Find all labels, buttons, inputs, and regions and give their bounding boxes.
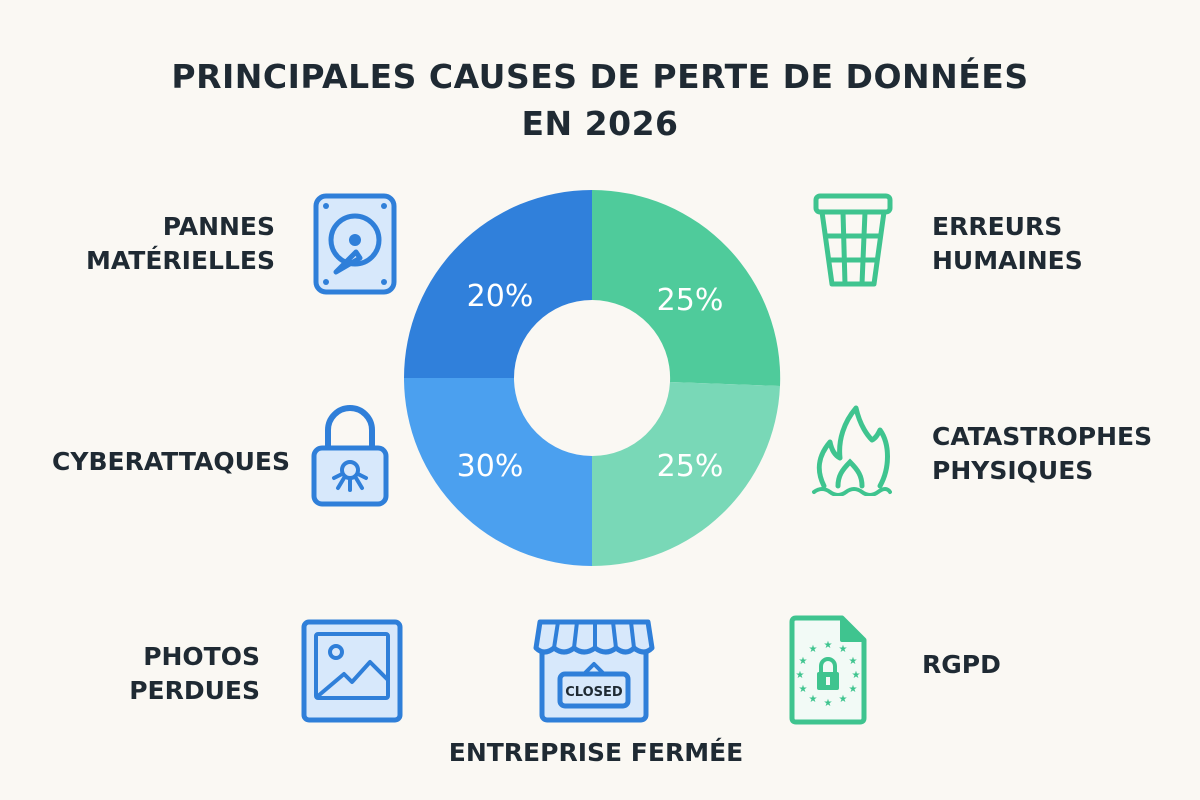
svg-text:★: ★ (809, 694, 818, 705)
closed-sign-text: CLOSED (565, 685, 623, 700)
slice-top-right (592, 189, 781, 386)
svg-text:★: ★ (839, 694, 848, 705)
svg-text:★: ★ (809, 644, 818, 655)
closed-shop-icon: CLOSED (533, 619, 655, 723)
slice-bottom-right (592, 382, 780, 567)
chart-title-line2: EN 2026 (521, 104, 679, 143)
svg-text:★: ★ (799, 656, 808, 667)
label-rgpd: RGPD (922, 650, 1001, 679)
trash-basket-icon (813, 193, 893, 287)
svg-text:★: ★ (849, 656, 858, 667)
slice-label-top-right: 25% (657, 283, 724, 318)
fire-icon (812, 405, 892, 496)
slice-bottom-left (404, 378, 592, 566)
label-entreprise-fermee: ENTREPRISE FERMÉE (448, 738, 744, 767)
svg-text:★: ★ (824, 640, 833, 651)
svg-text:★: ★ (839, 644, 848, 655)
slice-top-left (404, 190, 592, 378)
slice-label-top-left: 20% (467, 279, 534, 314)
svg-text:★: ★ (852, 670, 861, 681)
chart-title-line1: PRINCIPALES CAUSES DE PERTE DE DONNÉES (171, 57, 1029, 96)
label-cyberattaques: CYBERATTAQUES (52, 447, 290, 476)
svg-text:★: ★ (796, 670, 805, 681)
image-icon (301, 619, 403, 723)
svg-text:★: ★ (799, 684, 808, 695)
label-photos-perdues: PHOTOS PERDUES (129, 642, 260, 705)
donut-chart: 20% 25% 25% 30% (404, 189, 781, 567)
svg-text:★: ★ (849, 684, 858, 695)
label-erreurs-humaines: ERREURS HUMAINES (932, 212, 1083, 275)
slice-label-bottom-left: 30% (457, 449, 524, 484)
label-pannes-materielles: PANNES MATÉRIELLES (86, 212, 275, 275)
hard-drive-icon (313, 193, 397, 295)
slice-label-bottom-right: 25% (657, 449, 724, 484)
padlock-bug-icon (311, 405, 389, 507)
gdpr-document-icon: ★ ★★ ★★★ ★★★ ★★★ (789, 615, 867, 725)
svg-text:★: ★ (824, 698, 833, 709)
label-catastrophes-physiques: CATASTROPHES PHYSIQUES (932, 422, 1153, 485)
